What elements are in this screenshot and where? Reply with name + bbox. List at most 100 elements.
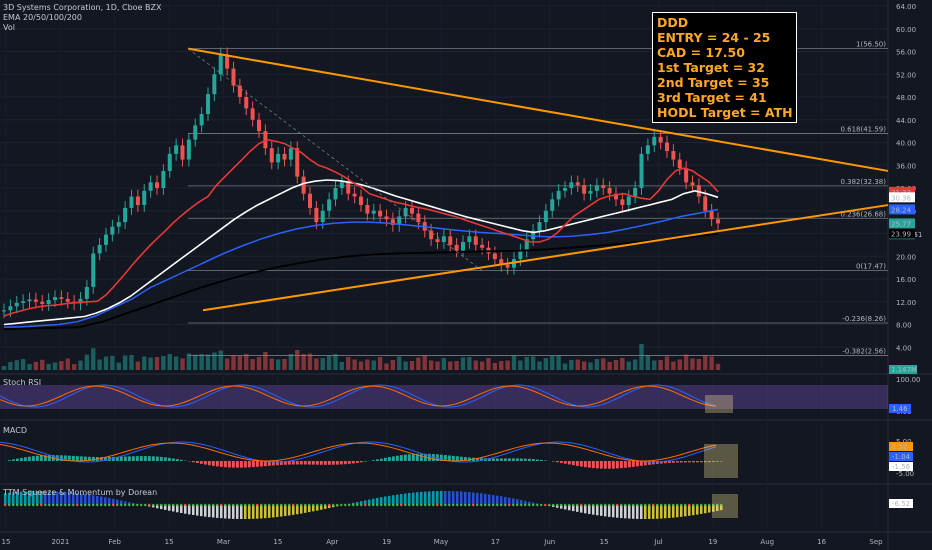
ttm-momentum-bar	[284, 505, 287, 517]
time-tick-label: Apr	[326, 538, 338, 546]
ttm-squeeze-dot	[288, 503, 291, 507]
ttm-squeeze-dot	[144, 503, 147, 507]
ema-indicator-label[interactable]: EMA 20/50/100/200	[3, 13, 82, 22]
ttm-squeeze-dot	[60, 503, 63, 507]
candle-body	[569, 182, 574, 188]
volume-bar	[683, 354, 689, 370]
ttm-squeeze-dot	[580, 503, 583, 507]
ttm-squeeze-dot	[680, 503, 683, 507]
volume-bar	[180, 358, 185, 370]
volume-bar	[358, 361, 364, 370]
volume-bar	[167, 354, 172, 370]
stoch-band	[0, 385, 888, 409]
ttm-momentum-bar	[220, 505, 223, 519]
volume-bar	[543, 358, 549, 370]
candle-body	[308, 193, 312, 208]
macd-histogram-bar	[176, 459, 179, 461]
fib-level-label: 1(56.50)	[856, 41, 886, 49]
candle-body	[65, 298, 70, 302]
macd-histogram-bar	[24, 457, 27, 461]
macd-histogram-bar	[56, 455, 59, 461]
macd-histogram-bar	[376, 459, 379, 461]
macd-histogram-bar	[128, 456, 131, 461]
candle-body	[531, 230, 536, 240]
volume-bar	[307, 353, 313, 370]
note-line: 1st Target = 32	[657, 60, 765, 75]
candle-body	[352, 193, 357, 197]
ttm-momentum-bar	[448, 491, 451, 505]
ttm-squeeze-dot	[472, 503, 475, 507]
ttm-squeeze-label[interactable]: TTM Squeeze & Momentum by Dorean	[3, 488, 158, 497]
ttm-momentum-bar	[396, 494, 399, 505]
macd-histogram-bar	[492, 458, 495, 461]
ttm-momentum-bar	[388, 495, 391, 505]
macd-histogram-bar	[288, 461, 291, 465]
ttm-momentum-bar	[36, 491, 39, 505]
volume-bar	[91, 348, 96, 370]
candle-body	[346, 182, 351, 194]
candle-body	[480, 244, 485, 248]
macd-histogram-bar	[684, 461, 687, 463]
volume-indicator-label[interactable]: Vol	[3, 23, 15, 32]
ttm-momentum-bar	[680, 505, 683, 517]
ttm-momentum-bar	[176, 505, 179, 513]
candle-body	[212, 74, 217, 95]
ttm-momentum-bar	[296, 505, 299, 515]
candle-body	[14, 302, 19, 307]
stoch-rsi-label[interactable]: Stoch RSI	[3, 378, 42, 387]
macd-histogram-bar	[528, 458, 531, 461]
volume-bar	[250, 359, 255, 370]
macd-histogram-bar	[68, 455, 71, 461]
volume-bar	[314, 358, 319, 370]
volume-bar	[365, 359, 370, 370]
candle-body	[257, 119, 261, 132]
macd-histogram-bar	[488, 458, 491, 461]
macd-histogram-bar	[616, 461, 619, 469]
macd-histogram-bar	[300, 461, 303, 465]
ttm-momentum-bar	[648, 505, 651, 519]
candle-body	[652, 136, 657, 146]
price-badge-label: 23.99	[891, 231, 911, 239]
ttm-squeeze-dot	[432, 503, 435, 507]
ttm-momentum-bar	[272, 505, 275, 518]
ttm-squeeze-dot	[716, 503, 719, 507]
volume-bar	[237, 356, 243, 370]
ttm-momentum-bar	[488, 494, 491, 505]
candle-body	[410, 207, 414, 214]
ttm-squeeze-dot	[132, 503, 135, 507]
ttm-momentum-bar	[516, 499, 519, 505]
time-tick-label: Sep	[869, 538, 883, 546]
macd-label[interactable]: MACD	[3, 426, 27, 435]
volume-bar	[65, 358, 70, 370]
volume-bar	[645, 355, 651, 370]
ttm-momentum-bar	[84, 494, 87, 505]
volume-bar	[441, 358, 447, 370]
price-tick-label: 44.00	[896, 117, 916, 125]
ttm-squeeze-dot	[420, 503, 423, 507]
macd-signal-line	[0, 442, 717, 462]
candle-body	[588, 190, 593, 194]
symbol-title[interactable]: 3D Systems Corporation, 1D, Cboe BZX	[3, 3, 162, 12]
ttm-momentum-bar	[88, 494, 91, 505]
macd-histogram-bar	[584, 461, 587, 468]
stoch-badge-label: 1.46	[892, 405, 908, 413]
ttm-squeeze-dot	[24, 503, 27, 507]
macd-histogram-bar	[64, 455, 67, 461]
ttm-momentum-bar	[268, 505, 271, 518]
ttm-momentum-bar	[32, 491, 35, 505]
ttm-squeeze-dot	[708, 503, 711, 507]
candle-body	[709, 210, 714, 220]
ttm-squeeze-dot	[556, 503, 559, 507]
candle-body	[53, 297, 57, 301]
ttm-momentum-bar	[700, 505, 703, 514]
macd-histogram-bar	[536, 459, 539, 461]
candle-body	[645, 145, 650, 154]
price-badge	[889, 204, 915, 215]
ttm-momentum-bar	[524, 500, 527, 505]
ttm-squeeze-dot	[660, 503, 663, 507]
volume-bar	[658, 360, 663, 370]
volume-bar	[594, 359, 600, 370]
macd-histogram-bar	[500, 458, 503, 461]
ttm-momentum-bar	[172, 505, 175, 512]
ttm-squeeze-dot	[624, 503, 627, 507]
